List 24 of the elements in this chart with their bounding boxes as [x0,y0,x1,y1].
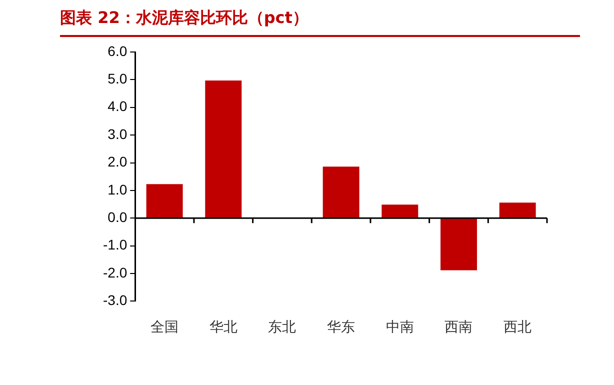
y-tick-label: 0.0 [108,208,128,225]
y-tick-label: 2.0 [108,154,128,170]
x-tick-label: 华北 [209,318,238,334]
x-tick-label: 中南 [386,318,414,334]
y-tick-label: 5.0 [108,70,128,87]
bar [499,202,536,218]
bar [322,166,360,218]
x-tick-label: 西北 [504,318,532,334]
y-tick-label: -1.0 [103,236,128,253]
y-tick-label: -3.0 [103,292,128,308]
bar [205,80,242,218]
y-tick-label: 4.0 [108,98,128,114]
bar [382,204,418,218]
y-tick-label: 1.0 [108,181,128,198]
y-tick-label: 3.0 [108,126,128,142]
y-tick-label: 6.0 [108,42,128,59]
x-tick-label: 西南 [444,318,473,334]
x-tick-label: 全国 [150,318,179,334]
bar [146,184,183,218]
bar [440,218,477,270]
chart-title: 图表 22：水泥库容比环比（pct） [60,8,580,37]
x-tick-label: 东北 [268,318,296,334]
y-tick-label: -2.0 [103,264,128,280]
x-tick-label: 华东 [327,318,356,334]
